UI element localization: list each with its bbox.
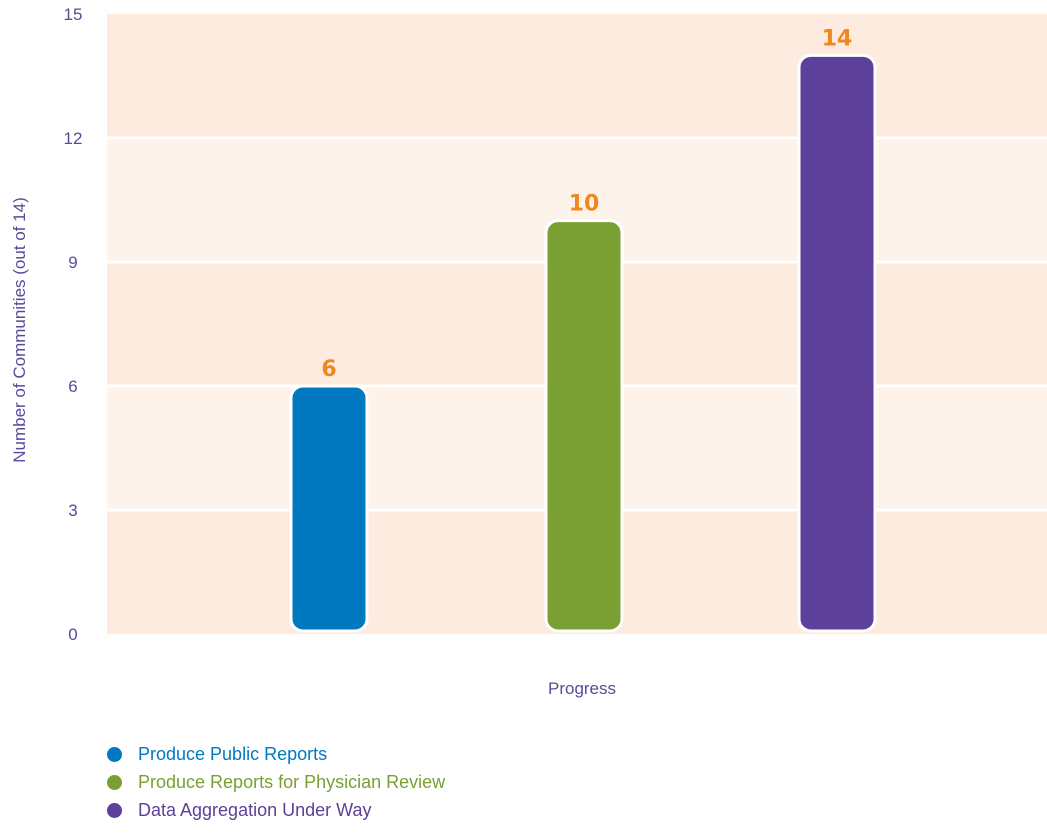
bar-chart: 0 3 6 9 12 15 6 10 14 Number of Communities (ou… — [10, 5, 1047, 698]
data-label: 6 — [321, 357, 336, 382]
y-tick-label: 15 — [64, 5, 83, 24]
x-axis-title: Progress — [548, 679, 616, 698]
data-label: 10 — [569, 192, 600, 217]
bars — [289, 53, 877, 633]
data-labels: 6 10 14 — [321, 26, 852, 382]
y-tick-label: 6 — [68, 377, 77, 396]
y-axis-title: Number of Communities (out of 14) — [10, 197, 29, 463]
plot-band — [107, 14, 1047, 138]
y-tick-label: 0 — [68, 625, 77, 644]
y-tick-label: 3 — [68, 501, 77, 520]
legend-marker — [107, 774, 122, 790]
y-tick-label: 12 — [64, 129, 83, 148]
legend-label: Produce Reports for Physician Review — [138, 771, 446, 792]
y-tick-label: 9 — [68, 253, 77, 272]
bar — [544, 219, 624, 633]
y-axis-ticks: 0 3 6 9 12 15 — [64, 5, 83, 644]
legend-item: Produce Reports for Physician Review — [107, 768, 445, 796]
legend: Produce Public Reports Produce Reports fo… — [107, 740, 445, 824]
legend-label: Produce Public Reports — [138, 743, 328, 764]
legend-item: Data Aggregation Under Way — [107, 796, 445, 824]
bar — [797, 53, 877, 633]
bar — [289, 384, 369, 633]
legend-marker — [107, 802, 122, 818]
legend-label: Data Aggregation Under Way — [138, 799, 372, 820]
legend-item: Produce Public Reports — [107, 740, 445, 768]
data-label: 14 — [822, 26, 853, 51]
legend-marker — [107, 746, 122, 762]
